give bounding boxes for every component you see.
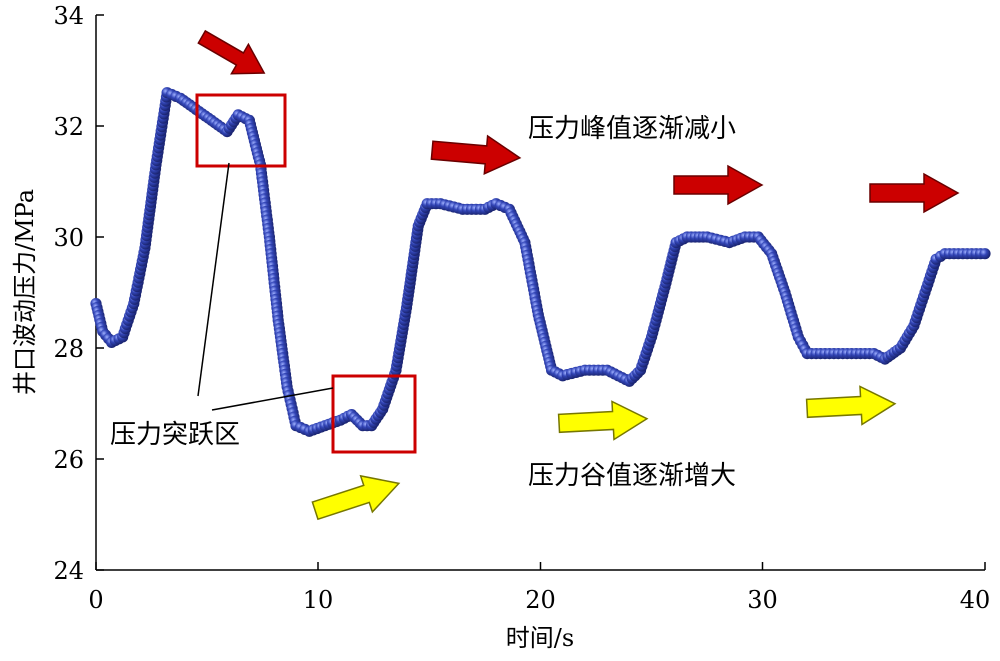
callout-line-valley <box>211 387 334 411</box>
x-tick-labels: 0 10 20 30 40 <box>88 586 990 614</box>
y-tick-label-34: 34 <box>53 2 84 30</box>
peak-arrow-1 <box>197 29 266 75</box>
y-tick-label-26: 26 <box>53 446 84 474</box>
x-tick-label-30: 30 <box>747 586 778 614</box>
x-tick-label-0: 0 <box>88 586 103 614</box>
jump-box-valley <box>331 374 417 454</box>
valley-arrow-2 <box>557 400 649 441</box>
peak-arrow-4 <box>869 172 960 214</box>
x-ticks <box>95 562 986 570</box>
x-tick-label-20: 20 <box>525 586 556 614</box>
y-tick-label-28: 28 <box>53 335 84 363</box>
x-tick-label-10: 10 <box>303 586 334 614</box>
y-tick-label-24: 24 <box>53 557 84 585</box>
x-axis-label: 时间/s <box>506 624 574 652</box>
peak-annotation: 压力峰值逐渐减小 <box>528 114 736 144</box>
jump-annotation: 压力突跃区 <box>110 420 240 450</box>
data-point <box>979 248 991 260</box>
y-tick-labels: 24 26 28 30 32 34 <box>53 2 84 585</box>
valley-arrow-3 <box>805 385 897 426</box>
valley-arrows <box>311 385 897 521</box>
y-tick-label-32: 32 <box>53 113 84 141</box>
jump-box-peak <box>195 93 287 168</box>
valley-arrow-1 <box>311 474 401 521</box>
callout-line-peak <box>197 162 230 397</box>
x-tick-label-40: 40 <box>960 586 991 614</box>
peak-arrow-2 <box>430 134 522 176</box>
y-ticks <box>96 14 104 571</box>
peak-arrows <box>197 29 960 214</box>
valley-annotation: 压力谷值逐渐增大 <box>528 461 736 491</box>
peak-arrow-3 <box>673 164 764 206</box>
y-tick-label-30: 30 <box>53 224 84 252</box>
data-series <box>90 87 991 437</box>
y-axis-label: 井口波动压力/MPa <box>11 189 39 395</box>
